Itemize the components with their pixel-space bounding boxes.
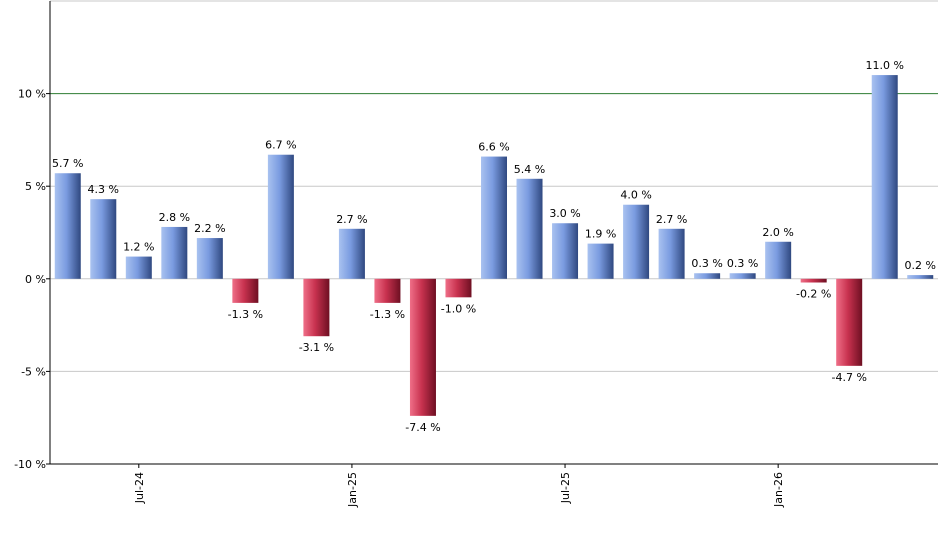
data-label: 0.3 %: [727, 257, 758, 270]
data-labels: 5.7 % 4.3 % 1.2 % 2.8 % 2.2 % -1.3 % 6.7 % -3.1…: [52, 59, 936, 434]
data-label: 2.7 %: [336, 213, 367, 226]
data-label: 4.0 %: [620, 189, 651, 202]
data-label: 5.4 %: [514, 163, 545, 176]
x-tick-labels: Jul-24 Jan-25 Jul-25 Jan-26: [133, 472, 785, 508]
data-label: 2.7 %: [656, 213, 687, 226]
axes: [46, 1, 938, 468]
data-label: -0.2 %: [796, 288, 831, 301]
bar: [907, 275, 934, 279]
data-label: 0.2 %: [905, 259, 936, 272]
data-label: 6.6 %: [478, 141, 509, 154]
data-label: 4.3 %: [88, 183, 119, 196]
data-label: 3.0 %: [549, 207, 580, 220]
bar: [161, 226, 188, 279]
bar: [836, 278, 863, 366]
data-label: 2.0 %: [762, 226, 793, 239]
bar: [54, 173, 81, 279]
x-tick-label: Jul-24: [133, 472, 146, 504]
y-tick-label: 0 %: [25, 273, 46, 286]
bar: [303, 278, 330, 337]
data-label: 1.9 %: [585, 228, 616, 241]
bar: [481, 156, 507, 279]
x-tick-label: Jul-25: [559, 472, 572, 504]
y-tick-label: 10 %: [18, 88, 46, 101]
bar: [445, 278, 472, 298]
bar: [800, 278, 827, 283]
bar: [587, 243, 614, 279]
data-label: -1.3 %: [228, 308, 263, 321]
bar: [409, 278, 436, 416]
bar: [516, 178, 543, 279]
data-label: 5.7 %: [52, 157, 83, 170]
data-label: 11.0 %: [865, 59, 903, 72]
bar: [125, 256, 152, 279]
bar: [729, 273, 756, 279]
data-label: 1.2 %: [123, 241, 154, 254]
data-label: 2.2 %: [194, 222, 225, 235]
data-label: 2.8 %: [159, 211, 190, 224]
bar: [871, 75, 898, 279]
bar: [552, 223, 579, 279]
y-tick-label: -5 %: [21, 365, 46, 378]
bar: [232, 278, 259, 303]
y-tick-labels: 10 % 5 % 0 % -5 % -10 %: [14, 88, 46, 471]
data-label: -4.7 %: [831, 371, 866, 384]
bar: [374, 278, 401, 303]
bar: [267, 154, 294, 279]
bar: [658, 228, 685, 279]
data-label: -7.4 %: [405, 421, 440, 434]
data-label: -1.3 %: [370, 308, 405, 321]
y-tick-label: 5 %: [25, 180, 46, 193]
bar: [196, 238, 223, 279]
bars: [54, 75, 934, 416]
data-label: 6.7 %: [265, 139, 296, 152]
x-tick-label: Jan-26: [772, 472, 785, 508]
data-label: -1.0 %: [441, 302, 476, 315]
x-tick-label: Jan-25: [346, 472, 359, 508]
bar: [623, 204, 650, 279]
data-label: -3.1 %: [299, 341, 334, 354]
bar: [694, 273, 721, 279]
y-tick-label: -10 %: [14, 458, 46, 471]
bar: [765, 241, 792, 279]
bar: [90, 199, 117, 279]
bar: [338, 228, 365, 279]
data-label: 0.3 %: [691, 257, 722, 270]
